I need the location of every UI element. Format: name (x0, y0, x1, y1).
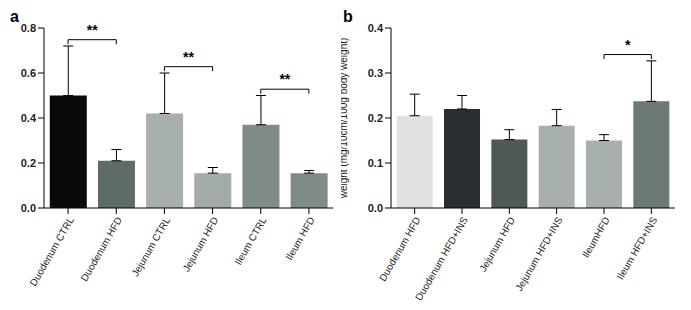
svg-text:0.6: 0.6 (21, 67, 36, 79)
html-text:b: b (343, 8, 353, 25)
html-text:a: a (10, 8, 19, 25)
svg-text:*: * (625, 37, 631, 53)
svg-text:weight (mg/10cm/100g body weig: weight (mg/10cm/100g body weight) (341, 38, 349, 200)
svg-text:0.0: 0.0 (368, 202, 383, 214)
svg-text:0.4: 0.4 (21, 112, 37, 124)
svg-text:Duodenum HFD: Duodenum HFD (78, 215, 124, 283)
svg-text:Jejunum CTRL: Jejunum CTRL (129, 215, 172, 279)
svg-text:Ileum HFD+INS: Ileum HFD+INS (615, 215, 660, 282)
svg-text:Jejunum HFD+INS: Jejunum HFD+INS (513, 215, 565, 293)
svg-text:0.0: 0.0 (21, 202, 36, 214)
svg-text:Ileum CTRL: Ileum CTRL (232, 215, 268, 267)
svg-text:0.4: 0.4 (368, 22, 384, 34)
svg-text:0.1: 0.1 (368, 157, 383, 169)
svg-text:0.2: 0.2 (368, 112, 383, 124)
svg-text:Duodenum HFD: Duodenum HFD (377, 215, 423, 283)
svg-text:Jejunum HFD: Jejunum HFD (477, 215, 517, 273)
svg-text:**: ** (183, 49, 194, 65)
svg-text:0.2: 0.2 (21, 157, 36, 169)
svg-text:IleumHFD: IleumHFD (580, 215, 612, 259)
svg-text:0.8: 0.8 (21, 22, 36, 34)
svg-text:Duodenum HFD+INS: Duodenum HFD+INS (413, 215, 470, 300)
svg-text:**: ** (87, 22, 98, 38)
svg-text:Duodenum CTRL: Duodenum CTRL (28, 215, 77, 288)
svg-text:Ileum HFD: Ileum HFD (283, 215, 316, 262)
svg-text:0.3: 0.3 (368, 67, 383, 79)
svg-text:Jejunum HFD: Jejunum HFD (180, 215, 220, 273)
svg-text:**: ** (279, 71, 290, 87)
